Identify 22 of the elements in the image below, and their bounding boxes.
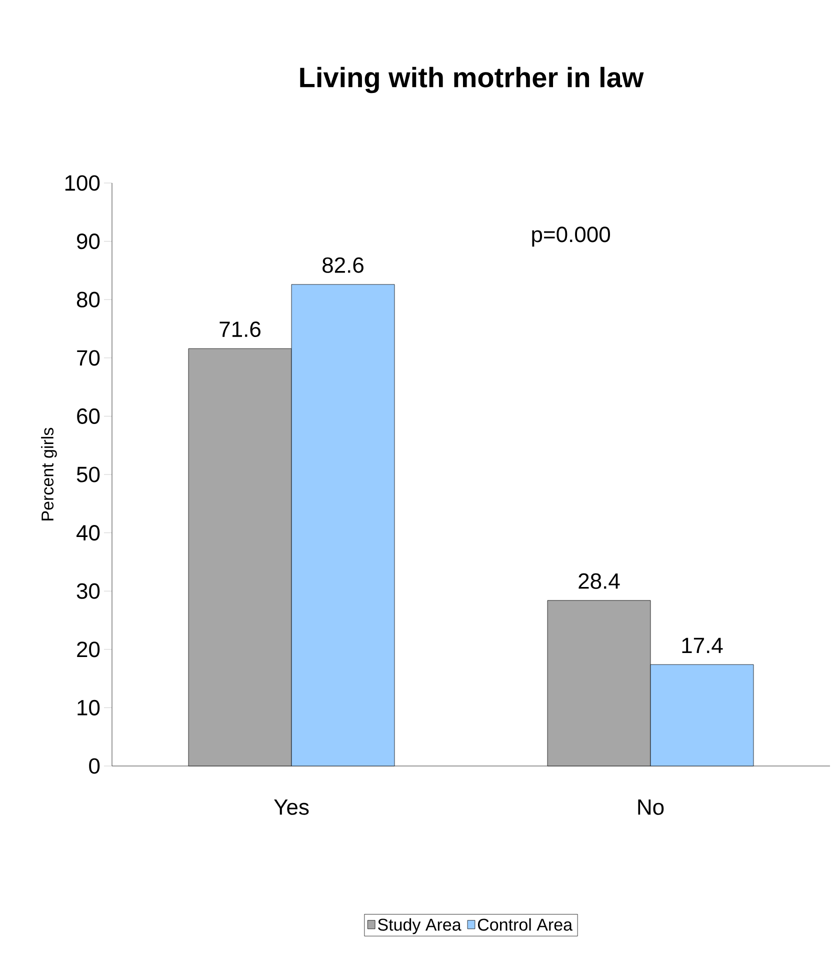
y-tick-label: 70	[77, 350, 100, 366]
y-tick-label: 30	[76, 583, 100, 599]
data-label: 82.6	[322, 257, 364, 273]
y-tick-label: 100	[65, 175, 100, 191]
legend-label: Control Area	[478, 918, 573, 931]
y-tick-label: 0	[89, 758, 100, 774]
y-tick-label: 80	[76, 292, 100, 308]
y-tick-label: 40	[76, 525, 100, 541]
y-axis-title: Percent girls	[41, 428, 57, 520]
y-tick-label: 50	[76, 466, 100, 482]
y-tick-label: 60	[77, 408, 100, 424]
data-label: 17.4	[682, 638, 723, 654]
data-label: 28.4	[578, 573, 620, 589]
legend-label: Study Area	[378, 918, 462, 934]
chart-title: Living with motrher in law	[300, 66, 644, 94]
data-label: 71.6	[220, 321, 260, 338]
y-tick-label: 90	[77, 234, 100, 250]
annotation: p=0.000	[532, 226, 610, 247]
x-tick-label: No	[638, 800, 664, 815]
y-tick-label: 20	[77, 642, 100, 658]
x-tick-label: Yes	[274, 800, 309, 815]
y-tick-label: 10	[78, 700, 100, 716]
